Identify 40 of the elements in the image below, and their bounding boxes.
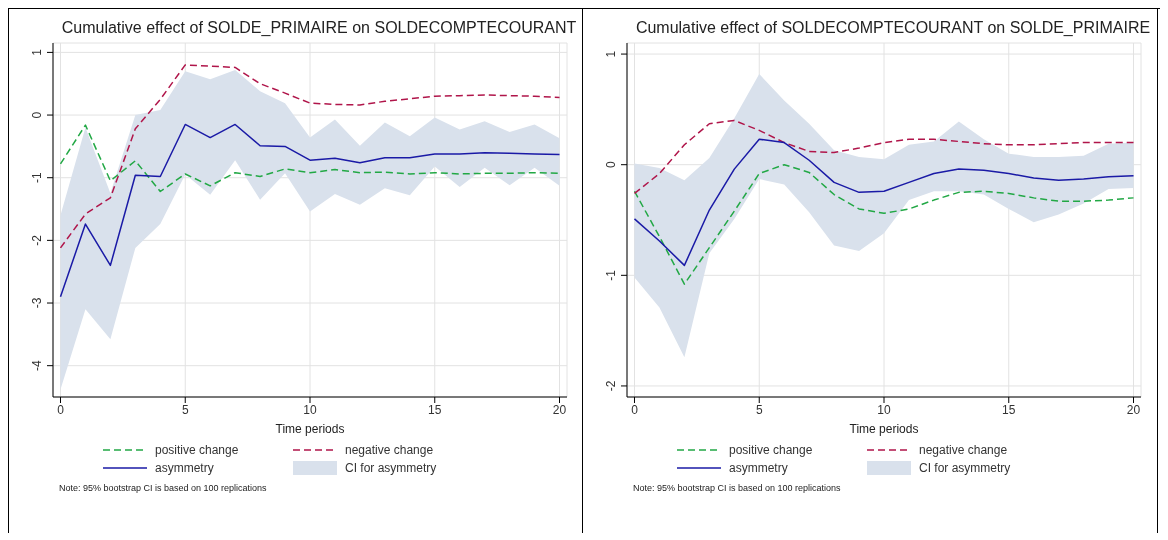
legend-label: negative change bbox=[919, 443, 1008, 457]
line-series bbox=[59, 124, 561, 193]
x-tick-label: 0 bbox=[631, 402, 639, 417]
y-tick-label: -2 bbox=[604, 380, 618, 392]
line-series bbox=[633, 138, 1135, 267]
x-tick-label: 20 bbox=[1126, 402, 1141, 417]
legend-label: negative change bbox=[345, 443, 434, 457]
text: CI for asymmetry bbox=[345, 461, 437, 475]
y-tick-label: -4 bbox=[30, 360, 44, 372]
y-tick-label: -3 bbox=[30, 297, 44, 309]
y-tick-label: -1 bbox=[604, 269, 618, 281]
x-tick-label: 15 bbox=[428, 402, 442, 417]
legend-label: asymmetry bbox=[729, 461, 788, 475]
legend-label: positive change bbox=[729, 443, 813, 457]
y-tick-label: 0 bbox=[604, 161, 618, 169]
y-tick-label: -2 bbox=[30, 234, 44, 246]
y-tick-label: 1 bbox=[30, 48, 44, 56]
x-tick-label: 10 bbox=[303, 402, 317, 417]
x-tick-label: 0 bbox=[57, 402, 65, 417]
legend-label: asymmetry bbox=[155, 461, 214, 475]
line-series bbox=[59, 123, 561, 298]
line-series bbox=[633, 119, 1135, 195]
text: Note: 95% bootstrap CI is based on 100 replications bbox=[59, 483, 268, 493]
text: CI for asymmetry bbox=[919, 461, 1011, 475]
line-series bbox=[633, 163, 1135, 285]
y-tick-label: 1 bbox=[604, 50, 618, 58]
x-axis-title: Time periods bbox=[849, 422, 919, 436]
chart-title: Cumulative effect of SOLDECOMPTECOURANT on SOLDE_PRIMAIRE bbox=[634, 19, 1152, 37]
line-series bbox=[59, 64, 561, 249]
x-tick-label: 5 bbox=[755, 402, 763, 417]
y-tick-label: 0 bbox=[30, 111, 44, 119]
x-tick-label: 5 bbox=[181, 402, 189, 417]
x-tick-label: 20 bbox=[552, 402, 567, 417]
text: Note: 95% bootstrap CI is based on 100 replications bbox=[633, 483, 842, 493]
x-tick-label: 10 bbox=[877, 402, 891, 417]
chart-title: Cumulative effect of SOLDE_PRIMAIRE on SOLDECOMPTECOURANT bbox=[60, 19, 578, 37]
x-axis-title: Time periods bbox=[275, 422, 345, 436]
legend-label: positive change bbox=[155, 443, 239, 457]
x-tick-label: 15 bbox=[1002, 402, 1016, 417]
y-tick-label: -1 bbox=[30, 172, 44, 184]
